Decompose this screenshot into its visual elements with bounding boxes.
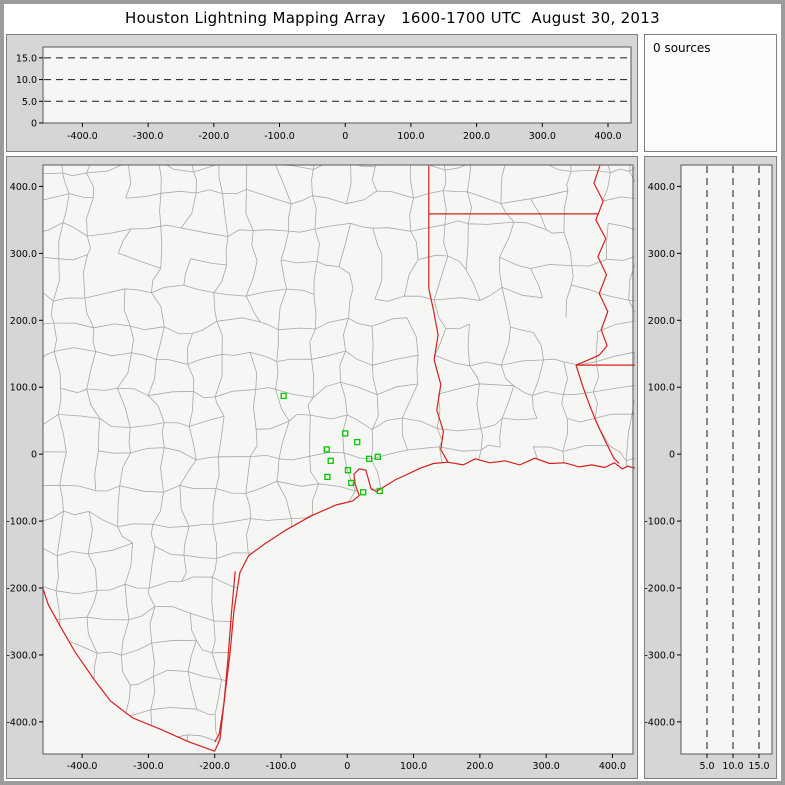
y-tick-label: 400.0 [648,182,675,193]
station-marker [342,430,349,437]
x-tick-label: -100.0 [264,131,295,142]
sources-panel: 0 sources [644,34,777,152]
y-tick-label: 0 [31,119,37,130]
y-tick-label: 15.0 [16,53,37,64]
x-tick-label: 300.0 [533,761,560,772]
station-marker [366,455,373,462]
y-tick-label: 100.0 [10,383,37,394]
station-marker [348,479,355,487]
y-tick-label: 0 [31,450,37,461]
y-tick-label: -100.0 [645,517,675,528]
x-tick-label: 400.0 [594,131,621,142]
map-plot[interactable]: 400.0 300.0 200.0 100.0 0 -100.0 -200.0 -300.0 -… [7,157,637,778]
x-tick-label: 5.0 [699,761,714,772]
station-marker [354,438,361,446]
y-tick-label: 5.0 [22,97,37,108]
x-tick-label: -400.0 [67,761,98,772]
station-marker [323,446,330,453]
station-marker [280,392,287,400]
map-plot-area [43,165,633,754]
y-tick-label: -100.0 [7,517,37,528]
boundary-laguna-madre [214,571,236,743]
alt-profile-plot-area [680,164,773,755]
y-tick-label: 200.0 [648,316,675,327]
map-panel: 400.0 300.0 200.0 100.0 0 -100.0 -200.0 -300.0 -… [6,156,638,779]
y-tick-label: -400.0 [7,717,37,728]
x-tick-label: -100.0 [266,761,297,772]
x-tick-label: 300.0 [529,131,556,142]
sources-count-label: 0 sources [653,41,711,55]
page-title: Houston Lightning Mapping Array 1600-170… [125,9,660,27]
station-marker [324,473,331,481]
x-tick-label: 200.0 [463,131,490,142]
altitude-profile-panel: 400.0 300.0 200.0 100.0 0 -100.0 -200.0 -300.0 -… [644,156,777,779]
y-tick-label: 300.0 [648,249,675,260]
map-frame [42,164,634,755]
altitude-time-plot[interactable]: 15.0 10.0 5.0 0 -400.0 -300.0 -200.0 -100.0 0 100… [7,35,637,151]
y-tick-label: 400.0 [10,182,37,193]
x-tick-label: -400.0 [67,131,98,142]
y-tick-label: 200.0 [10,316,37,327]
y-tick-label: -200.0 [645,584,675,595]
y-tick-label: -400.0 [645,717,675,728]
lma-stations [280,392,383,496]
x-tick-label: 10.0 [722,761,743,772]
x-tick-label: 200.0 [466,761,493,772]
x-tick-label: 100.0 [400,761,427,772]
x-tick-label: 0 [342,131,348,142]
x-tick-label: 0 [344,761,350,772]
altitude-profile-plot[interactable]: 400.0 300.0 200.0 100.0 0 -100.0 -200.0 -300.0 -… [645,157,776,778]
altitude-time-panel: 15.0 10.0 5.0 0 -400.0 -300.0 -200.0 -100.0 0 100… [6,34,638,152]
station-marker [344,467,352,474]
x-tick-label: 100.0 [397,131,424,142]
y-tick-label: 300.0 [10,249,37,260]
station-marker [327,457,334,464]
station-marker [376,487,383,495]
y-tick-label: 100.0 [648,383,675,394]
x-tick-label: -200.0 [199,131,230,142]
y-tick-label: -300.0 [645,650,675,661]
y-tick-label: 10.0 [16,75,37,86]
state-borders [42,165,636,752]
x-tick-label: 400.0 [599,761,626,772]
boundary-coastline [214,457,636,752]
alt-time-plot-area [42,46,632,124]
x-tick-label: 15.0 [748,761,769,772]
boundary-sabine-border [428,288,449,463]
y-tick-label: -200.0 [7,584,37,595]
station-marker [360,489,367,496]
boundary-mississippi-lower [575,364,620,464]
boundary-mississippi-river [575,165,609,366]
y-tick-label: 0 [669,450,675,461]
x-tick-label: -300.0 [133,131,164,142]
x-tick-label: -200.0 [199,761,230,772]
station-marker [374,453,381,460]
y-tick-label: -300.0 [7,650,37,661]
x-tick-label: -300.0 [133,761,164,772]
boundary-rio-grande [42,588,215,752]
